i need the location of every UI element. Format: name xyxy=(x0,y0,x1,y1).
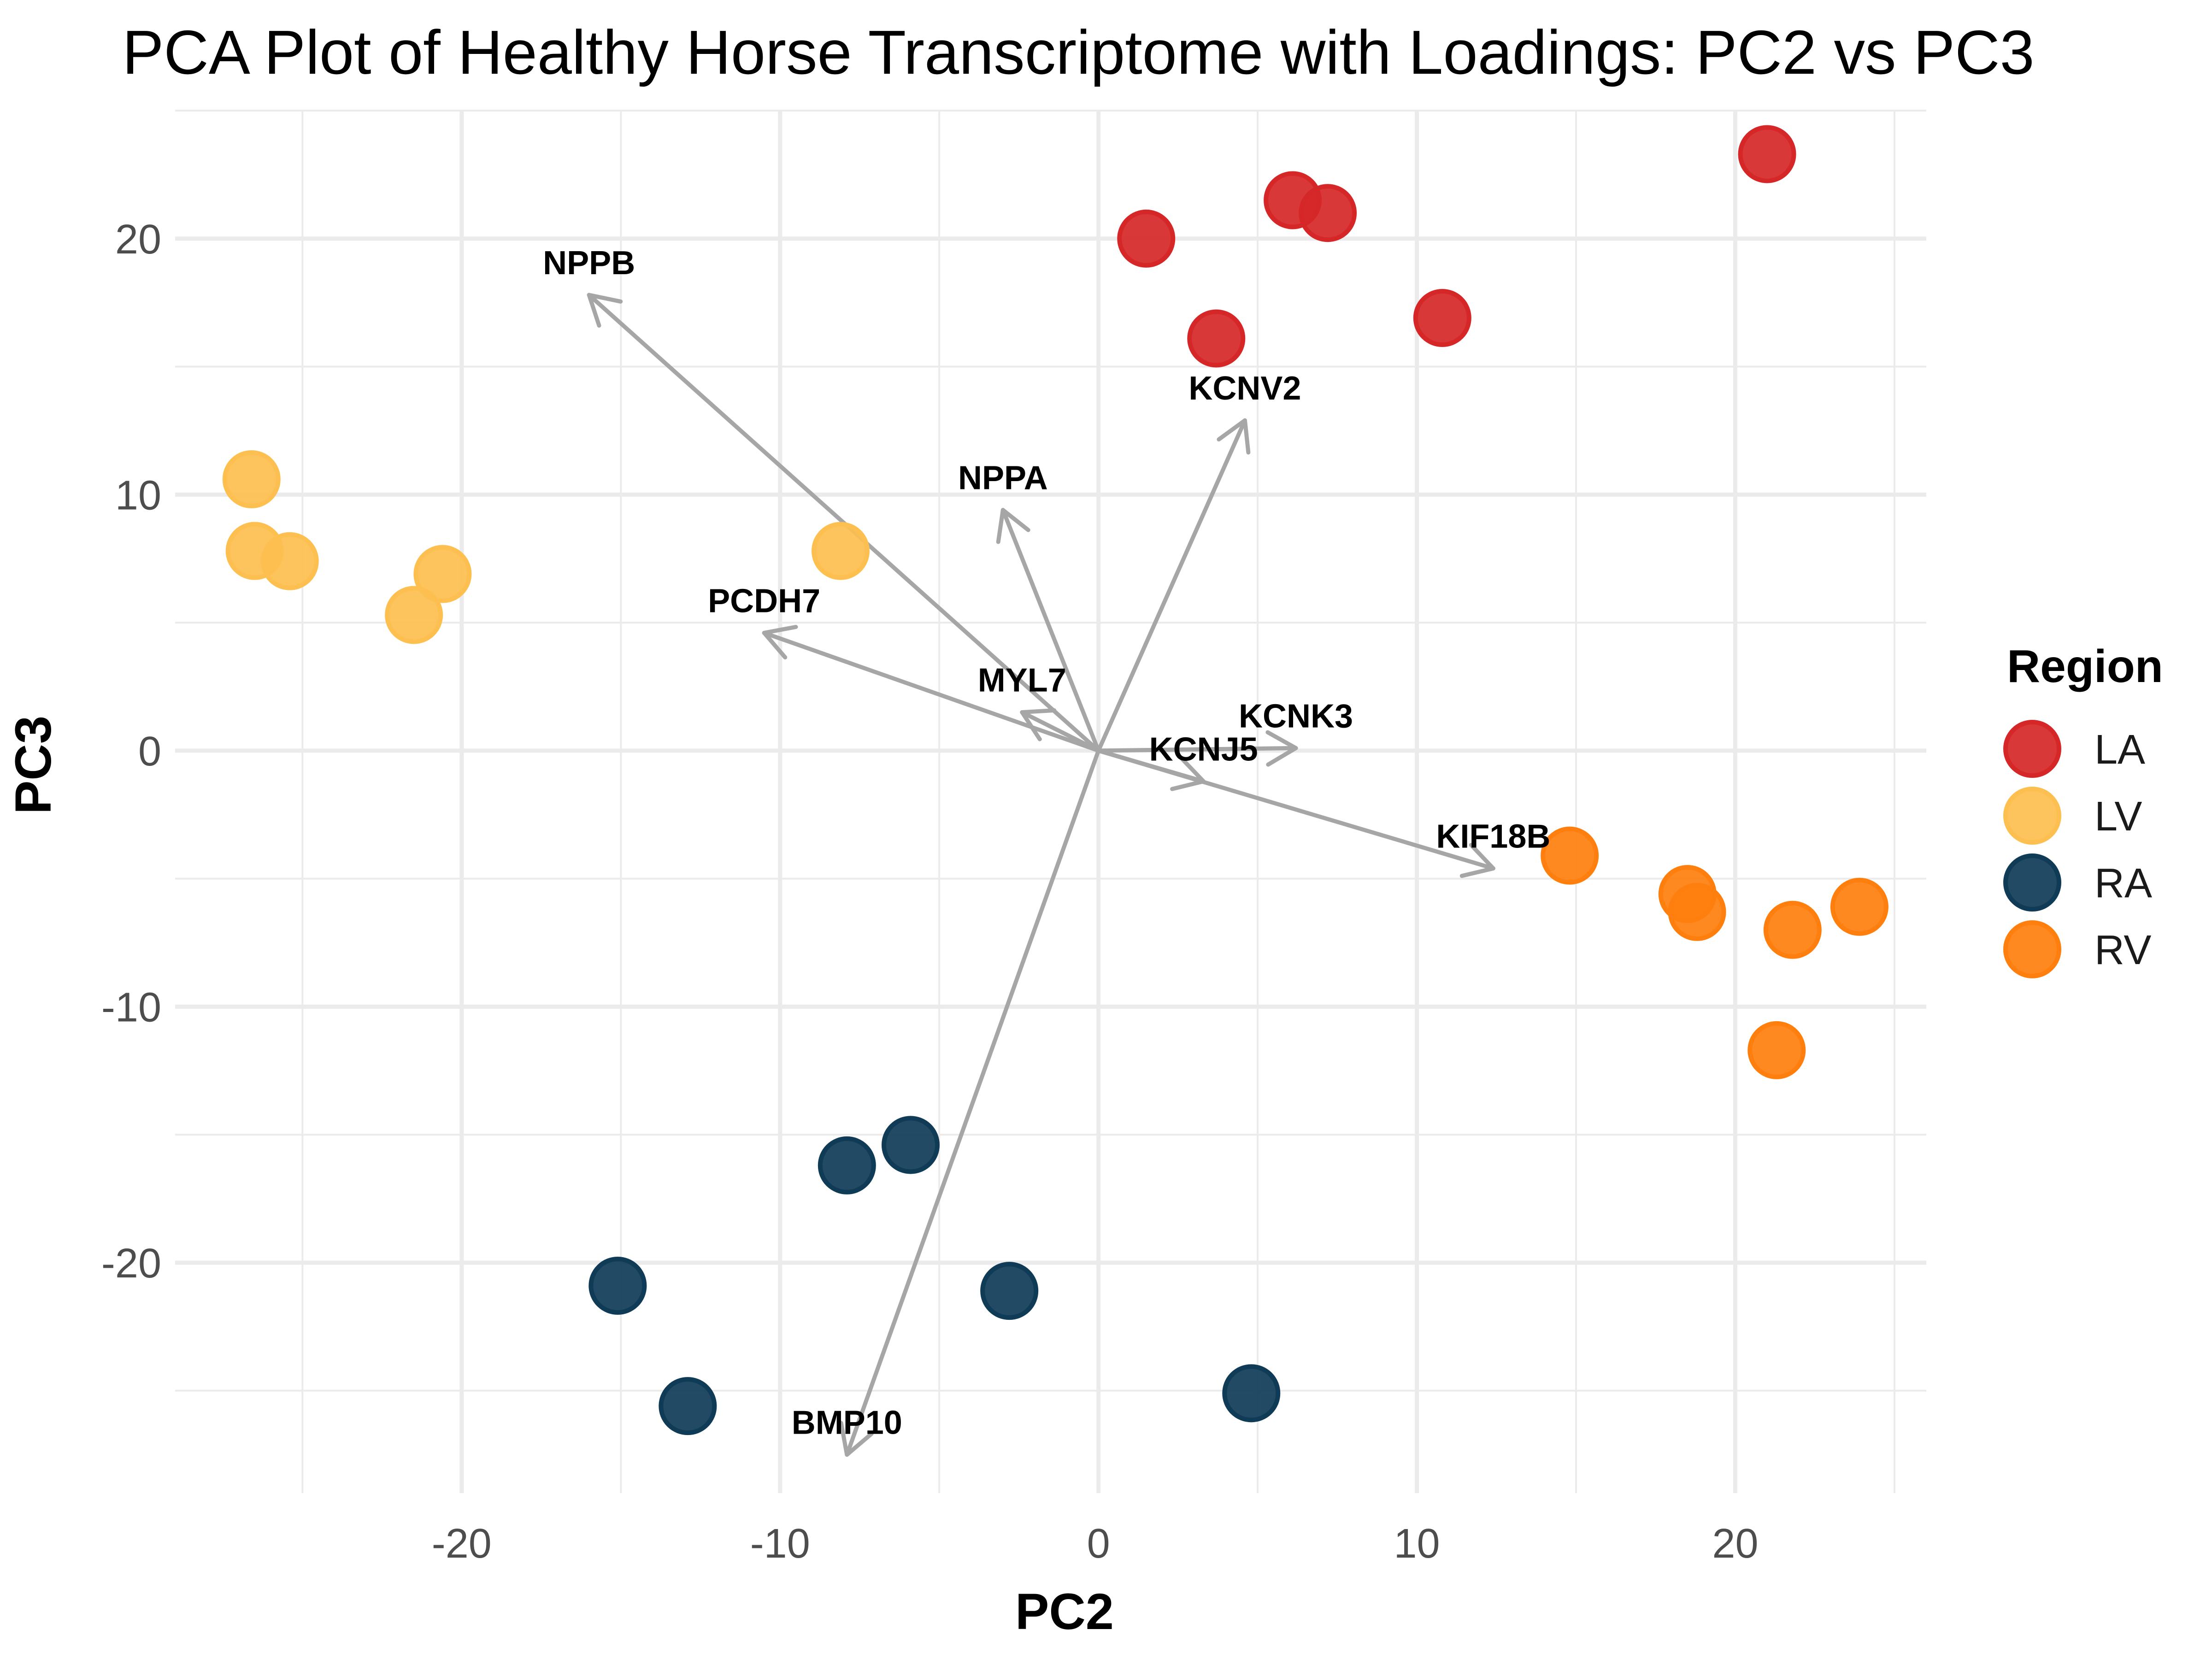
y-tick-label: 0 xyxy=(138,729,161,775)
data-point-lv xyxy=(812,522,870,580)
legend-label: RA xyxy=(2094,860,2152,906)
data-points xyxy=(222,125,1888,1435)
y-tick-label: -10 xyxy=(101,984,161,1030)
loading-arrow xyxy=(839,748,1101,1457)
data-point-ra xyxy=(882,1116,940,1174)
legend-item-rv: RV xyxy=(2003,920,2151,978)
data-point-ra xyxy=(1222,1364,1281,1423)
data-point-rv xyxy=(1668,882,1726,941)
data-point-lv xyxy=(413,545,472,603)
data-point-rv xyxy=(1747,1021,1806,1079)
y-tick-label: 10 xyxy=(115,472,161,518)
data-point-ra xyxy=(818,1136,876,1194)
loading-arrow xyxy=(1020,708,1101,753)
legend-swatch xyxy=(2003,920,2061,978)
loading-arrow xyxy=(996,508,1101,753)
loading-label: PCDH7 xyxy=(708,582,820,619)
loading-label: BMP10 xyxy=(792,1405,902,1441)
data-point-ra xyxy=(588,1257,647,1315)
loading-label: NPPA xyxy=(958,460,1048,497)
legend: Region LA LV RA RV xyxy=(2003,641,2163,978)
loading-label: KCNV2 xyxy=(1188,370,1301,407)
data-point-la xyxy=(1413,289,1471,347)
x-axis-title: PC2 xyxy=(1015,1583,1114,1640)
loading-label: KIF18B xyxy=(1436,818,1550,855)
legend-item-la: LA xyxy=(2003,720,2145,778)
x-tick-label: 0 xyxy=(1087,1521,1110,1567)
data-point-ra xyxy=(980,1262,1039,1320)
data-point-lv xyxy=(260,532,319,590)
legend-item-lv: LV xyxy=(2003,787,2142,845)
data-point-rv xyxy=(1763,900,1822,959)
y-tick-label: 20 xyxy=(115,217,161,263)
loading-arrows xyxy=(587,293,1495,1457)
legend-swatch xyxy=(2003,787,2061,845)
x-tick-label: 20 xyxy=(1712,1521,1758,1567)
x-tick-label: -10 xyxy=(750,1521,810,1567)
legend-swatch xyxy=(2003,853,2061,912)
y-tick-label: -20 xyxy=(101,1241,161,1287)
data-point-la xyxy=(1117,209,1176,268)
x-tick-label: 10 xyxy=(1394,1521,1440,1567)
data-point-la xyxy=(1738,125,1796,183)
grid-lines xyxy=(175,110,1926,1493)
legend-label: RV xyxy=(2094,927,2151,973)
loading-label: KCNJ5 xyxy=(1149,731,1258,768)
legend-label: LV xyxy=(2094,794,2142,840)
loading-label: NPPB xyxy=(543,245,635,282)
data-point-rv xyxy=(1541,826,1599,885)
loading-arrow xyxy=(1096,730,1298,767)
data-point-lv xyxy=(385,586,443,644)
loading-label: KCNK3 xyxy=(1239,698,1353,735)
data-point-la xyxy=(1187,309,1246,368)
data-point-la xyxy=(1299,184,1357,242)
legend-title: Region xyxy=(2007,641,2163,692)
legend-item-ra: RA xyxy=(2003,853,2152,912)
loading-label: MYL7 xyxy=(978,662,1066,699)
chart-title: PCA Plot of Healthy Horse Transcriptome … xyxy=(122,18,2034,87)
loading-arrow xyxy=(1096,748,1495,878)
y-axis-title: PC3 xyxy=(5,716,62,814)
data-point-rv xyxy=(1830,877,1888,936)
tick-labels: -20 -10 0 10 20 20 10 0 -10 -20 xyxy=(101,217,1759,1567)
x-tick-label: -20 xyxy=(432,1521,492,1567)
legend-label: LA xyxy=(2094,727,2145,773)
loading-arrow xyxy=(762,624,1101,753)
loading-arrow xyxy=(1096,418,1251,753)
data-point-lv xyxy=(222,450,281,508)
data-point-ra xyxy=(659,1377,717,1435)
legend-swatch xyxy=(2003,720,2061,778)
